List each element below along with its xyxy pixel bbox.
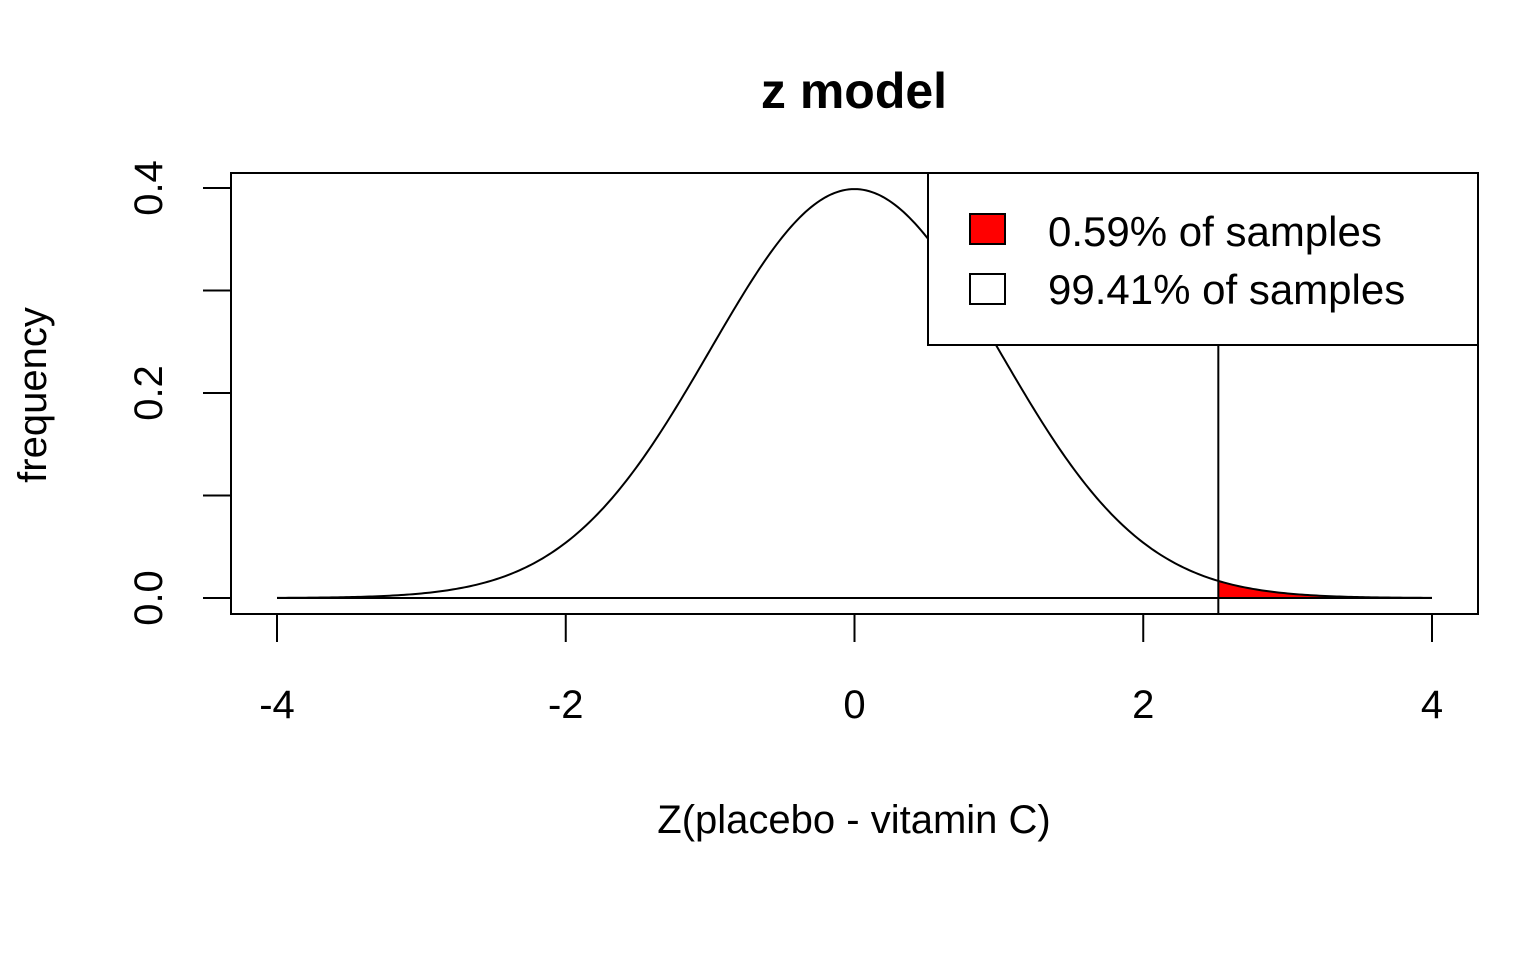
legend-swatch-body bbox=[969, 273, 1006, 305]
y-tick-label: 0.0 bbox=[127, 570, 171, 626]
y-tick-label: 0.2 bbox=[127, 365, 171, 421]
x-axis-label: Z(placebo - vitamin C) bbox=[657, 798, 1050, 842]
x-tick-label: 2 bbox=[1132, 683, 1154, 727]
x-tick-label: 0 bbox=[843, 683, 865, 727]
x-tick-label: -2 bbox=[548, 683, 584, 727]
legend-label-tail: 0.59% of samples bbox=[1048, 208, 1382, 255]
y-axis-label: frequency bbox=[11, 307, 55, 483]
chart-title: z model bbox=[761, 63, 947, 119]
legend-box bbox=[927, 172, 1479, 346]
x-tick-label: 4 bbox=[1421, 683, 1443, 727]
y-tick-label: 0.4 bbox=[127, 160, 171, 216]
tail-area bbox=[1218, 580, 1432, 598]
legend: 0.59% of samples 99.41% of samples bbox=[927, 172, 1479, 346]
density-curve bbox=[276, 188, 1433, 599]
legend-swatch-tail bbox=[969, 213, 1006, 245]
legend-label-body: 99.41% of samples bbox=[1048, 266, 1405, 313]
axes: -4 -2 0 2 4 0.0 0.2 0.4 bbox=[127, 160, 1443, 727]
x-tick-label: -4 bbox=[259, 683, 295, 727]
plot-frame bbox=[230, 172, 1479, 615]
